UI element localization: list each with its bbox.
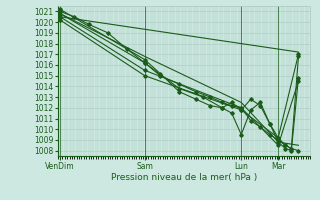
X-axis label: Pression niveau de la mer( hPa ): Pression niveau de la mer( hPa ) — [111, 173, 257, 182]
